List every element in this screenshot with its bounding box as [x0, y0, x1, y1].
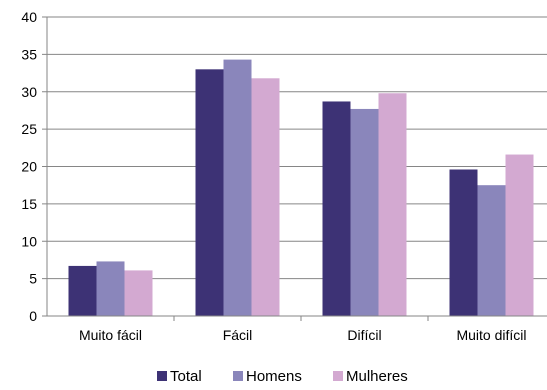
- y-tick-label: 40: [21, 9, 37, 25]
- y-tick-label: 20: [21, 159, 37, 175]
- legend: Total Homens Mulheres: [157, 368, 408, 385]
- legend-label-mulheres: Mulheres: [346, 368, 408, 385]
- bar-mulheres-3: [505, 154, 534, 316]
- axes: [46, 17, 547, 317]
- y-tick-label: 25: [21, 121, 37, 137]
- bar-total-2: [322, 101, 351, 316]
- legend-label-total: Total: [170, 368, 202, 385]
- bar-mulheres-0: [124, 270, 153, 316]
- y-tick-label: 30: [21, 84, 37, 100]
- y-tick-label: 15: [21, 196, 37, 212]
- x-tick-label: Fácil: [223, 327, 253, 343]
- y-tick-labels: 0 5 10 15 20 25 30 35 40: [21, 9, 37, 324]
- x-tick-labels: Muito fácil Fácil Difícil Muito difícil: [79, 327, 527, 343]
- legend-swatch-total: [157, 371, 167, 381]
- legend-swatch-mulheres: [333, 371, 343, 381]
- bar-homens-3: [477, 185, 506, 316]
- bar-total-3: [449, 169, 478, 316]
- bars: [68, 59, 534, 317]
- bar-mulheres-1: [251, 78, 280, 316]
- y-tick-label: 10: [21, 233, 37, 249]
- bar-total-1: [195, 69, 224, 316]
- bar-homens-0: [96, 261, 125, 316]
- x-tick-label: Muito difícil: [456, 327, 526, 343]
- y-tick-label: 35: [21, 46, 37, 62]
- y-tick-label: 0: [29, 308, 37, 324]
- x-tick-label: Muito fácil: [79, 327, 142, 343]
- x-tick-label: Difícil: [347, 327, 381, 343]
- legend-label-homens: Homens: [246, 368, 302, 385]
- bar-homens-2: [350, 108, 379, 316]
- bar-mulheres-2: [378, 93, 407, 317]
- y-tick-label: 5: [29, 271, 37, 287]
- legend-swatch-homens: [233, 371, 243, 381]
- bar-homens-1: [223, 59, 252, 317]
- bar-total-0: [68, 265, 97, 316]
